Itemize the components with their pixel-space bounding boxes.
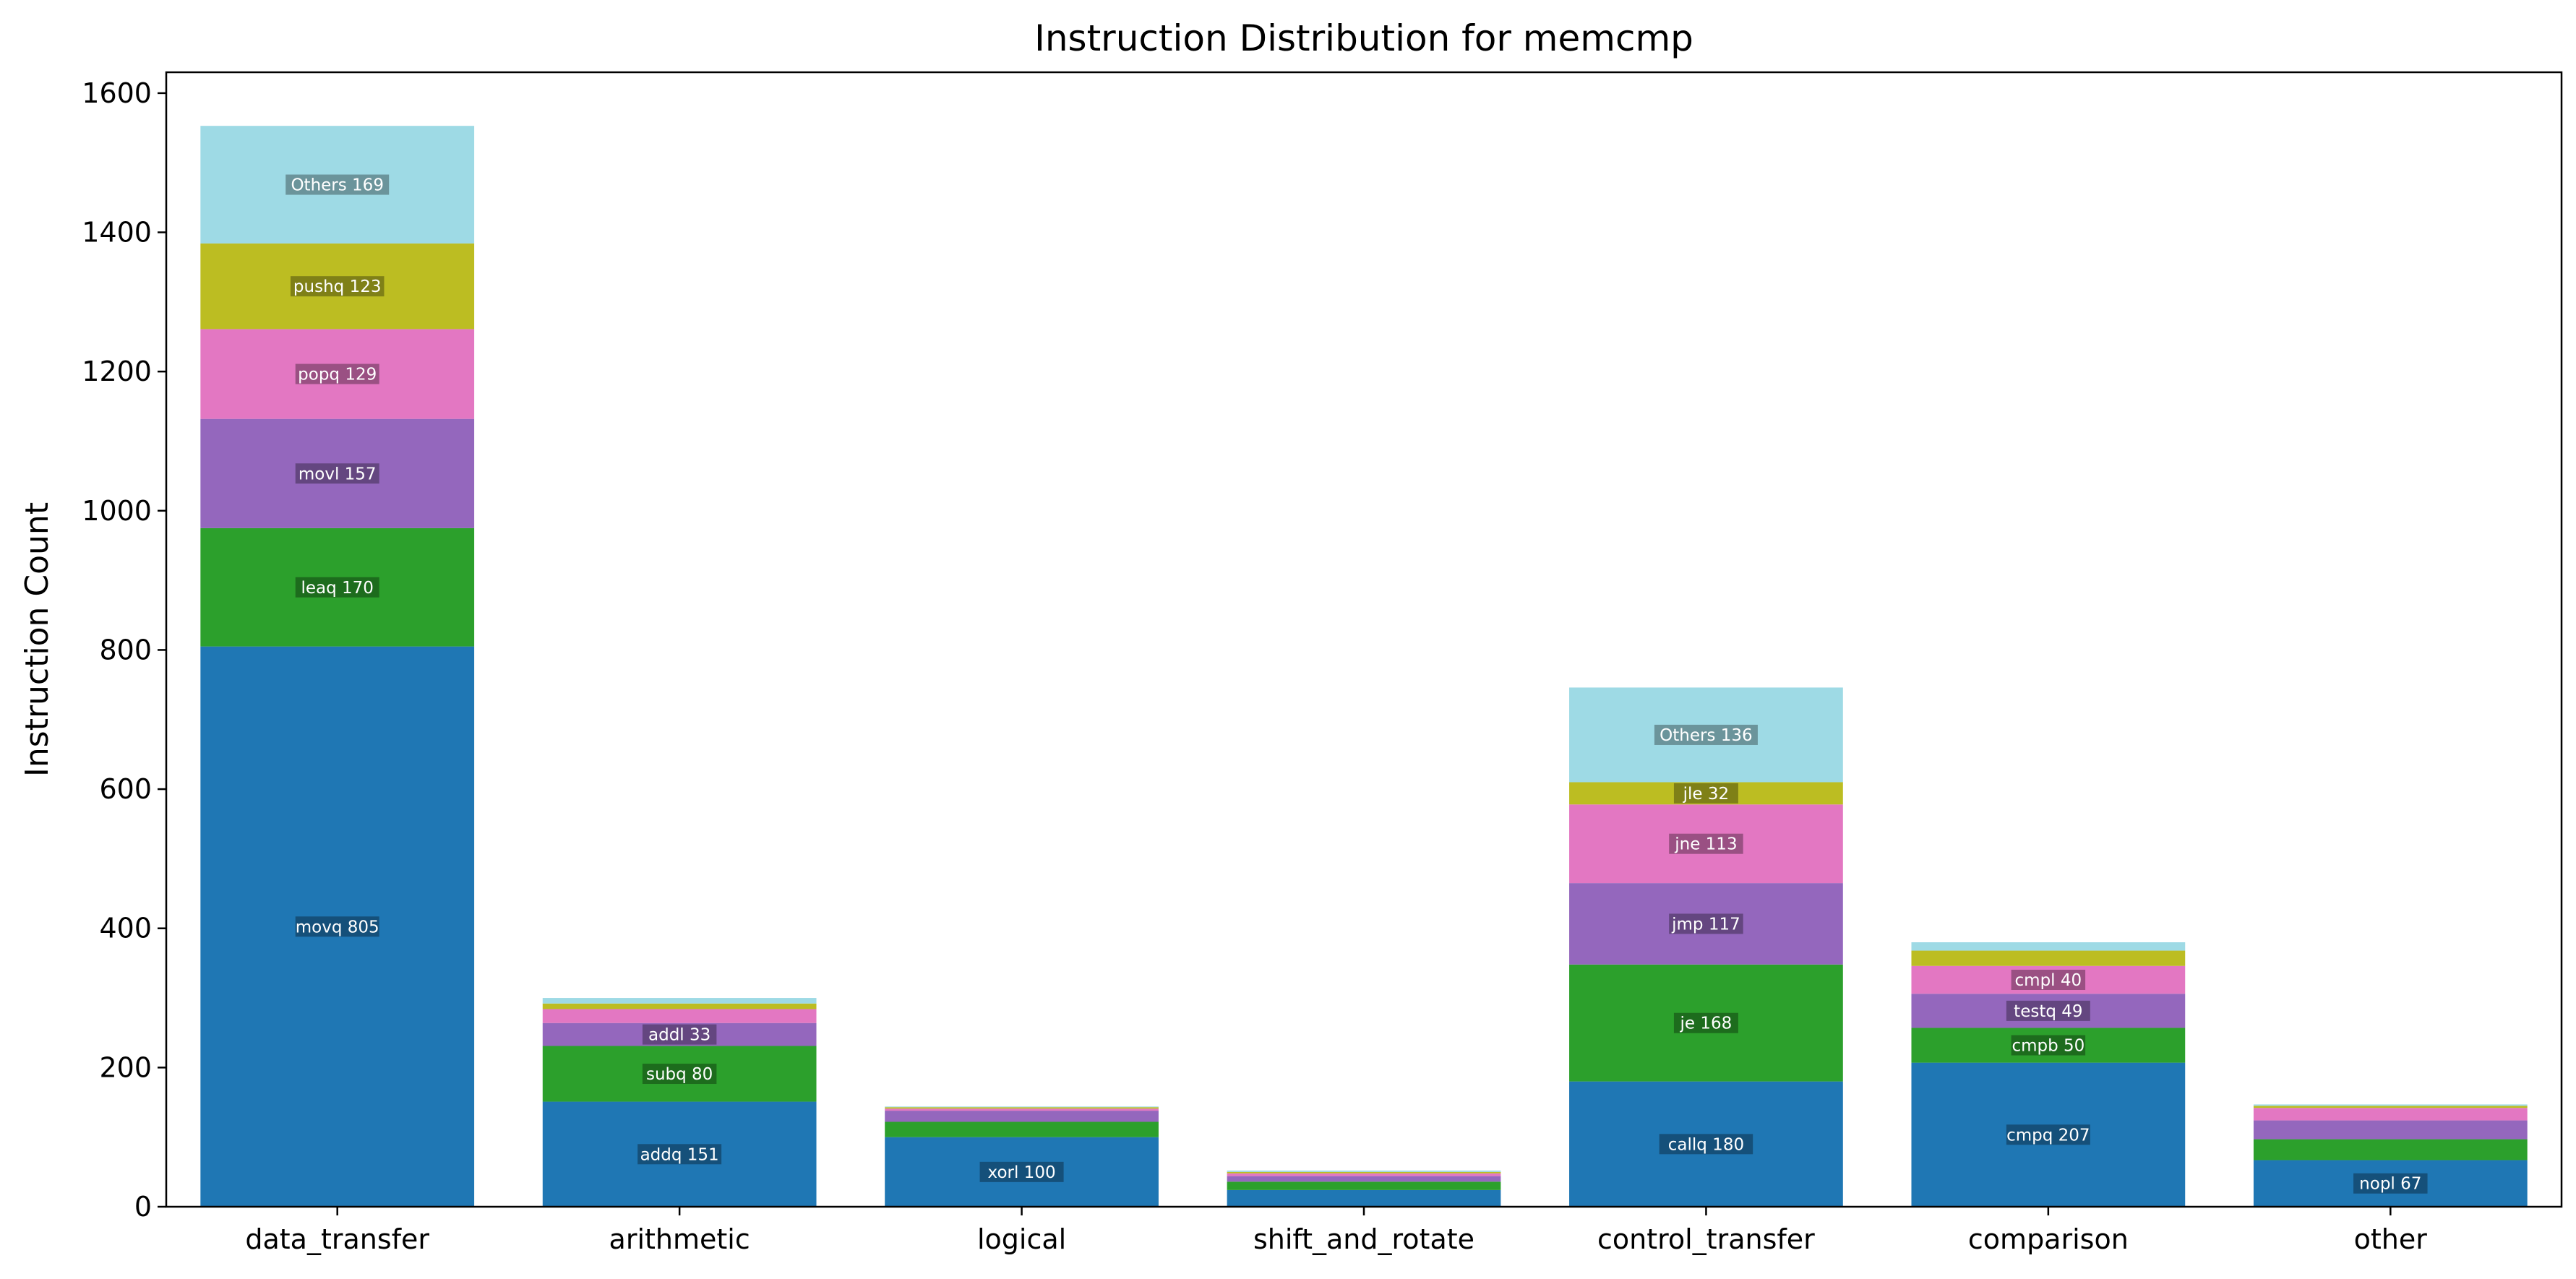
x-tick-label: control_transfer (1597, 1223, 1815, 1255)
segment-label: callq 180 (1668, 1135, 1744, 1154)
y-tick-label: 200 (99, 1051, 152, 1083)
bar-segment (2254, 1106, 2528, 1108)
bar-segment (1227, 1174, 1501, 1176)
segment-label: subq 80 (646, 1065, 713, 1084)
y-tick-label: 800 (99, 634, 152, 666)
bar-segment (543, 1004, 817, 1009)
bar-segment (885, 1106, 1159, 1107)
y-tick-label: 600 (99, 773, 152, 805)
x-tick-label: other (2354, 1223, 2428, 1255)
bar-segment (2254, 1140, 2528, 1160)
segment-label: cmpb 50 (2012, 1037, 2085, 1056)
segment-label: jmp 117 (1671, 915, 1740, 934)
bar-segment (885, 1111, 1159, 1121)
y-tick-label: 1600 (82, 77, 152, 109)
segment-label: jle 32 (1683, 785, 1730, 804)
x-tick-label: shift_and_rotate (1253, 1223, 1474, 1255)
segment-label: jne 113 (1674, 835, 1737, 854)
bar-segment (885, 1121, 1159, 1137)
segment-label: cmpq 207 (2006, 1126, 2090, 1145)
bar-segment (1227, 1171, 1501, 1172)
bar-segment (543, 998, 817, 1004)
segment-label: leaq 170 (301, 579, 373, 598)
bar-segment (543, 1009, 817, 1022)
segment-label: addq 151 (640, 1145, 719, 1164)
y-tick-label: 1000 (82, 495, 152, 527)
x-tick-label: comparison (1968, 1223, 2129, 1255)
bar-segment (2254, 1108, 2528, 1120)
bar-segment (1227, 1172, 1501, 1174)
x-tick-label: logical (977, 1223, 1066, 1255)
x-tick-label: data_transfer (245, 1223, 429, 1255)
segment-label: Others 136 (1660, 726, 1753, 745)
segment-label: cmpl 40 (2015, 971, 2082, 990)
y-axis-label: Instruction Count (19, 502, 56, 777)
bar-segment (885, 1108, 1159, 1111)
bar-segment (1227, 1176, 1501, 1182)
bar-segment (2254, 1104, 2528, 1106)
bar-segment (1911, 951, 2185, 966)
segment-label: movq 805 (296, 918, 379, 936)
segment-label: popq 129 (298, 366, 377, 384)
segment-label: xorl 100 (988, 1163, 1056, 1182)
bar-segment (1911, 942, 2185, 951)
y-tick-label: 1200 (82, 356, 152, 387)
segment-label: je 168 (1680, 1015, 1733, 1033)
segment-label: nopl 67 (2359, 1175, 2421, 1194)
y-tick-label: 1400 (82, 217, 152, 249)
bar-segment (1227, 1181, 1501, 1190)
x-tick-label: arithmetic (609, 1223, 750, 1255)
segment-label: testq 49 (2014, 1002, 2082, 1021)
segment-label: movl 157 (299, 465, 377, 483)
chart-title: Instruction Distribution for memcmp (1034, 17, 1693, 59)
segment-label: addl 33 (648, 1026, 710, 1045)
segment-label: pushq 123 (293, 277, 382, 296)
y-tick-label: 400 (99, 913, 152, 944)
y-tick-label: 0 (134, 1191, 152, 1223)
bar-segment (2254, 1121, 2528, 1140)
bar-segment (1227, 1190, 1501, 1207)
segment-label: Others 169 (291, 176, 384, 195)
bar-segment (885, 1107, 1159, 1108)
